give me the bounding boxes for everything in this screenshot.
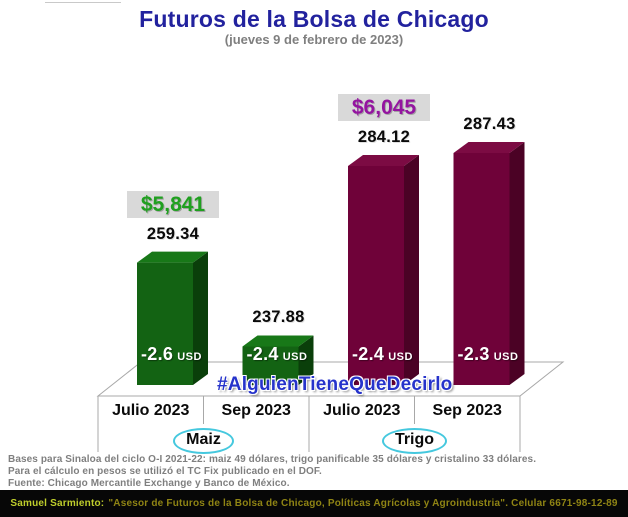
footnote-line-1: Bases para Sinaloa del ciclo O-I 2021-22…: [8, 454, 537, 465]
footer-description: "Asesor de Futuros de la Bolsa de Chicag…: [108, 498, 618, 509]
top-border-artifact: [45, 2, 121, 3]
watermark-hashtag: #AlguienTieneQueDecirlo: [217, 374, 453, 395]
bar-sep-2023-trigo-top-face: [453, 142, 525, 154]
bar-sep-2023-trigo-front-face: [453, 153, 510, 385]
bar-sep-2023-trigo-side-face: [509, 142, 525, 385]
bar-julio-2023-trigo-side-face: [404, 154, 419, 385]
bar-sep-2023-maiz-front-face: [242, 346, 299, 385]
bar-julio-2023-trigo-front-face: [348, 165, 404, 385]
footnotes: Bases para Sinaloa del ciclo O-I 2021-22…: [8, 454, 536, 489]
bars-group: [137, 142, 525, 385]
category-axis-lines: [97, 396, 521, 452]
bar-sep-2023-maiz-top-face: [242, 335, 314, 347]
bar-sep-2023-maiz-side-face: [298, 335, 314, 385]
floor-plane: [96, 361, 565, 397]
footnote-line-3: Fuente: Chicago Mercantile Exchange y Ba…: [8, 477, 290, 489]
footer-author-name: Samuel Sarmiento:: [10, 498, 105, 509]
bar-julio-2023-maiz-side-face: [193, 251, 208, 385]
bar-julio-2023-maiz-front-face: [137, 262, 193, 385]
chart-subtitle: (jueves 9 de febrero de 2023): [224, 32, 404, 47]
bar-julio-2023-trigo-top-face: [348, 154, 419, 166]
chart-title: Futuros de la Bolsa de Chicago: [139, 6, 489, 32]
footer-bar: Samuel Sarmiento: "Asesor de Futuros de …: [0, 490, 628, 517]
footnote-line-2: Para el cálculo en pesos se utilizó el T…: [8, 465, 322, 477]
bar-julio-2023-maiz-top-face: [137, 251, 208, 263]
chart-floor: [96, 361, 565, 397]
